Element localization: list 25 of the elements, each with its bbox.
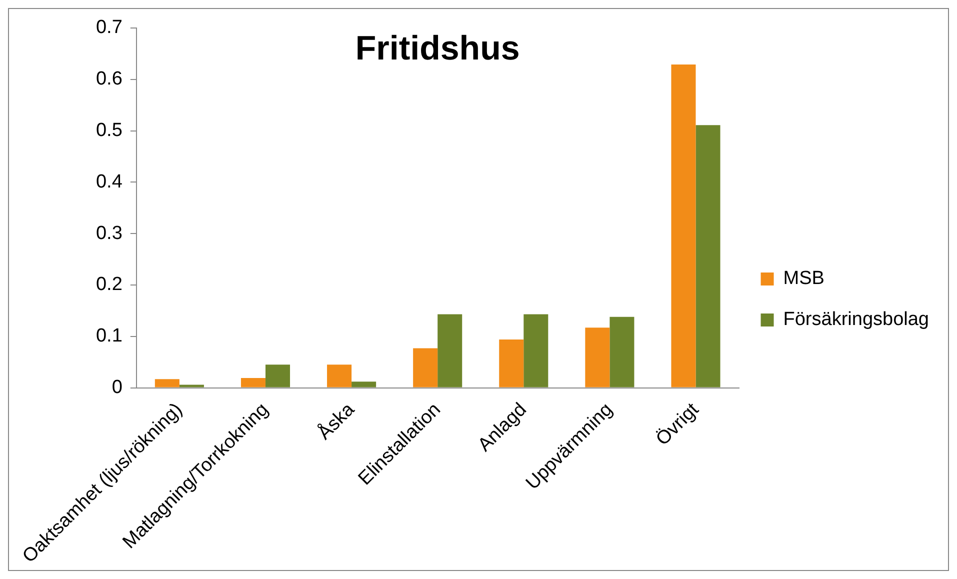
y-tick-label: 0.2 xyxy=(96,274,122,296)
legend-label: Försäkringsbolag xyxy=(783,309,930,330)
y-tick-label: 0.7 xyxy=(96,17,122,38)
bar xyxy=(524,314,548,388)
bar xyxy=(154,379,180,388)
bar xyxy=(413,348,438,388)
bar xyxy=(585,328,610,388)
bar xyxy=(179,384,204,388)
bar xyxy=(240,378,266,388)
bar xyxy=(499,339,524,388)
y-tick-label: 0.5 xyxy=(96,120,122,142)
bar xyxy=(671,64,696,388)
bar xyxy=(352,382,376,388)
y-tick-label: 0.1 xyxy=(96,326,122,347)
y-tick-label: 0.6 xyxy=(96,68,122,90)
y-tick-label: 0.4 xyxy=(96,171,123,192)
y-tick-label: 0.3 xyxy=(96,222,122,244)
bar xyxy=(327,364,352,388)
bar xyxy=(265,364,290,388)
bar xyxy=(438,314,462,388)
bar xyxy=(696,125,720,388)
bar xyxy=(610,316,634,388)
y-tick-label: 0 xyxy=(112,377,122,398)
legend-label: MSB xyxy=(783,268,824,290)
chart-title: Fritidshus xyxy=(355,29,520,68)
